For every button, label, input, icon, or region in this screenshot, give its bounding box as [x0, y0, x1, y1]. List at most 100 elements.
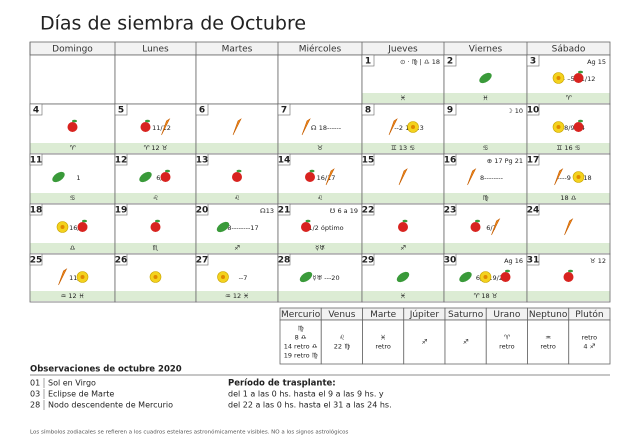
day-num-box — [526, 203, 540, 216]
carrot-icon — [232, 118, 242, 136]
day-num-box — [443, 203, 457, 216]
leaf-icon — [52, 171, 65, 183]
planet-position: retro — [540, 343, 556, 351]
day-note-top: ☽ 10 — [507, 107, 523, 115]
observation-text: Nodo descendente de Mercurio — [48, 401, 173, 410]
sign-band — [444, 193, 527, 203]
weekday: Jueves — [387, 45, 418, 55]
day-num-box — [114, 203, 128, 216]
apple-leaf — [568, 269, 573, 273]
sign-band — [527, 291, 610, 301]
day-note-top: Ag 15 — [587, 58, 606, 66]
sign-band — [444, 143, 527, 153]
day-number: 9 — [447, 106, 453, 116]
zodiac-sign: ♌ — [153, 194, 159, 202]
day-num-box — [114, 153, 128, 166]
apple-leaf — [155, 219, 160, 223]
flower-center — [576, 175, 581, 179]
carrot-icon — [325, 168, 335, 186]
apple-leaf — [305, 219, 311, 223]
day-note-top: Ag 16 — [504, 257, 523, 265]
sign-band — [30, 193, 115, 203]
apple-icon — [232, 172, 242, 182]
planet-position: ♍ — [298, 325, 304, 333]
apple-leaf — [578, 70, 583, 74]
day-number: 17 — [527, 156, 540, 166]
planet-cell — [279, 319, 322, 365]
day-number: 12 — [115, 156, 128, 166]
day-note: ☊ 18------ — [311, 124, 342, 132]
apple-leaf — [72, 119, 77, 123]
sign-band — [196, 193, 278, 203]
day-number: 25 — [30, 256, 43, 266]
zodiac-sign: 18 ♎ — [560, 194, 576, 202]
observation-day: 28 — [30, 401, 40, 410]
apple-icon — [301, 222, 311, 232]
sign-band — [362, 291, 444, 301]
day-number: 5 — [118, 106, 124, 116]
day-number: 4 — [33, 106, 39, 116]
zodiac-sign: ♈ — [70, 144, 76, 152]
day-note: 11/12 — [152, 124, 171, 132]
day-cell — [195, 54, 279, 105]
planet-position: ♓ — [380, 334, 386, 342]
sign-band — [527, 143, 610, 153]
planet-cell — [403, 319, 446, 365]
zodiac-sign: ♋ — [483, 144, 489, 152]
day-note: 8-------- — [480, 174, 504, 182]
day-num-box — [277, 203, 291, 216]
zodiac-sign: ♓ — [400, 94, 406, 102]
planet-position: ♈ — [504, 334, 510, 342]
zodiac-sign: ♎ — [70, 244, 76, 252]
leaf-icon — [479, 72, 492, 84]
sign-band — [196, 291, 278, 301]
leaf-icon — [459, 271, 472, 283]
zodiac-sign: ♊ 13 ♋ — [391, 144, 415, 152]
day-cell — [277, 54, 363, 105]
planet-name: Saturno — [448, 310, 484, 320]
apple-icon — [470, 222, 481, 232]
apple-leaf — [236, 169, 242, 173]
day-note: 1 — [76, 174, 80, 182]
day-num-box — [195, 153, 209, 166]
zodiac-sign: ♒ 12 ♓ — [225, 292, 249, 300]
weekday: Lunes — [142, 45, 169, 55]
apple-leaf — [505, 269, 510, 273]
planet-position: 14 retro ♎ — [284, 343, 318, 351]
sign-band — [362, 143, 444, 153]
day-num-box — [29, 103, 43, 116]
day-number: 28 — [278, 256, 291, 266]
day-note-top: ⊕ 17 Pg 21 — [487, 157, 523, 165]
carrot-icon — [301, 118, 311, 136]
day-cell — [114, 54, 197, 105]
planet-position: 22 ♍ — [334, 343, 350, 351]
apple-leaf — [475, 219, 480, 223]
day-number: 10 — [527, 106, 540, 116]
planet-name: Júpiter — [409, 310, 440, 320]
sign-band — [30, 243, 115, 253]
sign-band — [115, 193, 196, 203]
sign-band — [278, 193, 362, 203]
sign-band — [115, 143, 196, 153]
weekday: Domingo — [52, 45, 93, 55]
apple-icon — [398, 222, 408, 232]
day-num-box — [443, 253, 457, 266]
apple-leaf — [82, 219, 87, 223]
apple-icon — [160, 172, 171, 182]
apple-icon — [563, 272, 574, 282]
planet-position: retro — [375, 343, 391, 351]
day-num-box — [526, 54, 540, 67]
sign-band — [196, 143, 278, 153]
leaf-icon — [216, 221, 230, 233]
day-number: 19 — [115, 206, 128, 216]
flower-center — [483, 275, 488, 279]
planet-position: 4 ♐ — [583, 343, 595, 351]
planet-position: ♐ — [421, 338, 427, 346]
carrot-icon — [388, 118, 398, 136]
flower-center — [60, 225, 65, 229]
weekday: Martes — [222, 45, 253, 55]
planet-cell — [362, 319, 405, 365]
zodiac-sign: ♈ 12 ♉ — [143, 144, 167, 152]
carrot-icon — [161, 118, 171, 136]
sign-band — [278, 143, 362, 153]
